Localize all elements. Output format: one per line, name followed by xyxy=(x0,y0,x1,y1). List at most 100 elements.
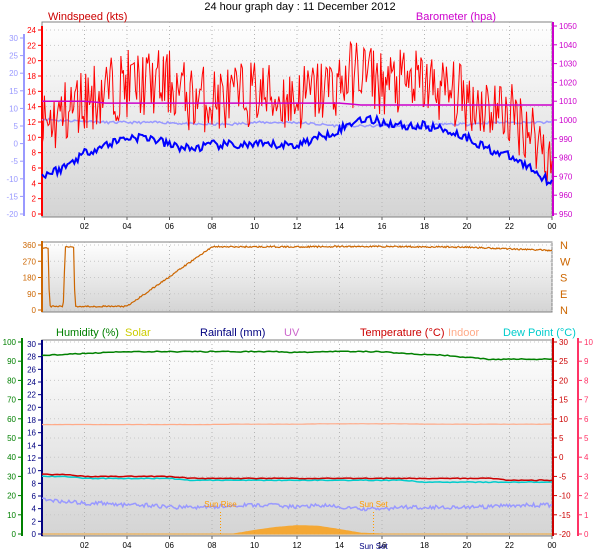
rainfall-axis-label: 6 xyxy=(32,492,37,501)
windspeed-axis-label: 2 xyxy=(32,195,37,204)
x-tick-label: 02 xyxy=(80,222,89,231)
direction-compass-label: S xyxy=(560,273,567,285)
rainfall-axis-label: 14 xyxy=(27,441,36,450)
temperature-axis-label: 20 xyxy=(559,376,568,385)
windspeed-axis-label: 8 xyxy=(32,149,37,158)
rainfall-axis-label: 0 xyxy=(32,530,37,539)
direction-degrees-axis-label: 270 xyxy=(23,257,37,266)
legend-entry: Indoor xyxy=(448,327,480,339)
indoor-temperature-line xyxy=(41,423,552,426)
uv-axis-label: 4 xyxy=(584,453,589,462)
humidity-axis-label: 100 xyxy=(3,338,17,347)
outer-temperature-axis-label: 15 xyxy=(9,87,18,96)
direction-panel-grid xyxy=(42,242,553,312)
legend-entry: Humidity (%) xyxy=(56,327,119,339)
direction-compass-label: N xyxy=(560,240,568,252)
rainfall-axis-label: 12 xyxy=(27,454,36,463)
windspeed-axis-label: 24 xyxy=(27,26,36,35)
direction-degrees-axis-label: 360 xyxy=(23,241,37,250)
rainfall-axis-label: 26 xyxy=(27,365,36,374)
humidity-axis-label: 80 xyxy=(7,376,16,385)
barometer-axis: 1050 1040 1030 1020 1010 1000 990 980 970 960 950 xyxy=(552,22,577,219)
barometer-axis-label: Barometer (hpa) xyxy=(416,11,496,23)
outer-temperature-axis-label: -10 xyxy=(6,175,18,184)
uv-axis-label: 5 xyxy=(584,434,589,443)
x-tick-label: 10 xyxy=(250,541,259,550)
x-tick-label: 02 xyxy=(80,541,89,550)
rainfall-axis-label: 24 xyxy=(27,378,36,387)
outer-temperature-axis-label: -15 xyxy=(6,192,18,201)
humidity-panel-x-axis: 02 04 06 08 10 12 14 16 18 20 22 00 xyxy=(80,536,557,550)
rainfall-axis-label: 30 xyxy=(27,340,36,349)
rainfall-axis-label: 10 xyxy=(27,467,36,476)
windspeed-axis-label: 14 xyxy=(27,103,36,112)
humidity-axis-label: 40 xyxy=(7,453,16,462)
x-tick-label: 18 xyxy=(420,541,429,550)
rainfall-axis-label: 2 xyxy=(32,517,37,526)
outer-temperature-axis-label: -5 xyxy=(11,157,19,166)
x-tick-label: 08 xyxy=(208,222,217,231)
temperature-axis-label: 0 xyxy=(559,453,564,462)
x-tick-label: 10 xyxy=(250,222,259,231)
x-tick-label: 12 xyxy=(293,222,302,231)
windspeed-axis-label: 4 xyxy=(32,179,37,188)
temperature-axis-label: 5 xyxy=(559,434,564,443)
uv-axis-label: 9 xyxy=(584,357,589,366)
temperature-axis-label: 15 xyxy=(559,396,568,405)
outer-temperature-axis-label: 5 xyxy=(14,122,19,131)
barometer-axis-label: 1030 xyxy=(559,60,577,69)
windspeed-axis-label: Windspeed (kts) xyxy=(48,11,127,23)
sun-marker-label: Sun Rise xyxy=(204,500,237,509)
temperature-axis-label: 10 xyxy=(559,415,568,424)
uv-axis-label: 2 xyxy=(584,492,589,501)
barometer-axis-label: 1020 xyxy=(559,78,577,87)
barometer-line xyxy=(42,100,552,106)
windspeed-axis-label: 16 xyxy=(27,87,36,96)
temperature-axis-label: -20 xyxy=(559,530,571,539)
windspeed-axis-label: 6 xyxy=(32,164,37,173)
windspeed-axis-label: 22 xyxy=(27,41,36,50)
wind-panel-x-axis: 02 04 06 08 10 12 14 16 18 20 22 00 xyxy=(80,217,557,231)
barometer-axis-label: 990 xyxy=(559,135,573,144)
x-tick-label: 00 xyxy=(548,541,557,550)
windspeed-axis-label: 0 xyxy=(32,210,37,219)
temperature-axis-label: 30 xyxy=(559,338,568,347)
barometer-axis-label: 1000 xyxy=(559,116,577,125)
humidity-panel-series: Sun Rise Sun Set Sun Set xyxy=(41,350,553,551)
barometer-axis-label: 1040 xyxy=(559,41,577,50)
x-tick-label: 04 xyxy=(123,541,132,550)
barometer-axis-label: 960 xyxy=(559,191,573,200)
x-tick-label: 06 xyxy=(165,541,174,550)
temperature-line xyxy=(42,473,553,482)
humidity-axis-label: 10 xyxy=(7,511,16,520)
barometer-axis-label: 1050 xyxy=(559,22,577,31)
rainfall-axis-label: 4 xyxy=(32,505,37,514)
uv-axis-label: 0 xyxy=(584,530,589,539)
rainfall-axis-label: 8 xyxy=(32,479,37,488)
temperature-axis-label: -10 xyxy=(559,492,571,501)
uv-axis-label: 1 xyxy=(584,511,589,520)
direction-compass-label: E xyxy=(560,289,567,301)
uv-axis-label: 10 xyxy=(584,338,593,347)
rainfall-axis-label: 16 xyxy=(27,429,36,438)
direction-panel-series xyxy=(41,244,552,309)
humidity-axis-label: 50 xyxy=(7,434,16,443)
sun-marker-label: Sun Set xyxy=(359,500,388,509)
temperature-axis-label: 25 xyxy=(559,357,568,366)
direction-degrees-axis-label: 180 xyxy=(23,274,37,283)
outer-temperature-line xyxy=(41,117,553,129)
windspeed-axis-label: 18 xyxy=(27,72,36,81)
windspeed-axis-label: 10 xyxy=(27,133,36,142)
x-tick-label: 06 xyxy=(165,222,174,231)
outer-temperature-axis-label: 20 xyxy=(9,69,18,78)
wind-direction-line xyxy=(41,244,552,309)
x-tick-label: 00 xyxy=(548,222,557,231)
x-tick-label: 04 xyxy=(123,222,132,231)
x-tick-label: 08 xyxy=(208,541,217,550)
humidity-panel-legend: Humidity (%) Solar Rainfall (mm) UV Temperat… xyxy=(56,327,576,339)
